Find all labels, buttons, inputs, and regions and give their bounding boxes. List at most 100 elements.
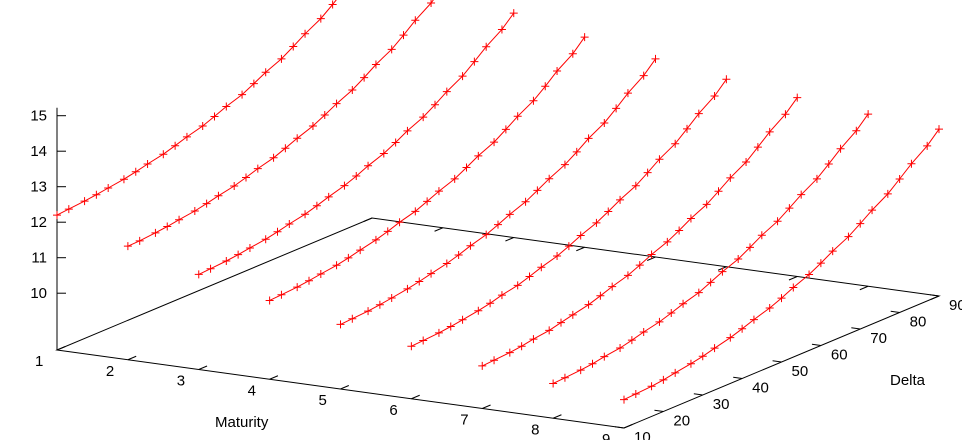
data-point-marker <box>718 267 727 276</box>
data-point-marker <box>568 49 577 58</box>
data-point-marker <box>269 153 278 162</box>
data-point-marker <box>434 187 443 196</box>
maturity-tick <box>482 404 491 409</box>
data-point-marker <box>387 293 396 302</box>
maturity-back-tick <box>434 227 444 232</box>
data-point-marker <box>698 352 707 361</box>
delta-tick-label: 40 <box>752 380 769 397</box>
delta-tick <box>930 294 940 297</box>
data-point-marker <box>356 246 365 255</box>
maturity-tick-label: 5 <box>319 392 327 409</box>
data-point-marker <box>364 307 373 316</box>
data-point-marker <box>423 197 432 206</box>
maturity-back-tick <box>576 246 585 252</box>
data-point-marker <box>545 174 554 183</box>
data-point-marker <box>379 149 388 158</box>
data-point-marker <box>828 247 837 256</box>
data-point-marker <box>494 220 502 229</box>
maturity-tick <box>269 375 279 380</box>
maturity-tick <box>127 355 137 361</box>
data-point-marker <box>714 187 723 196</box>
delta-tick <box>811 343 821 346</box>
data-point-marker <box>667 309 676 318</box>
value-tick-label: 14 <box>30 143 47 160</box>
data-point-marker <box>336 320 345 329</box>
data-point-marker <box>883 189 892 198</box>
data-point-marker <box>427 0 436 8</box>
data-point-marker <box>383 227 392 236</box>
data-point-marker <box>923 141 932 150</box>
data-point-marker <box>742 157 751 166</box>
data-point-marker <box>836 144 845 153</box>
data-point-marker <box>620 395 628 404</box>
data-point-marker <box>635 261 644 270</box>
data-point-marker <box>348 314 357 323</box>
data-point-marker <box>482 42 491 51</box>
data-point-marker <box>604 207 613 216</box>
maturity-back-tick <box>788 276 798 281</box>
data-point-marker <box>163 222 172 231</box>
data-point-marker <box>895 175 904 184</box>
delta-tick-label: 30 <box>713 396 730 413</box>
data-point-marker <box>793 93 802 102</box>
delta-tick-label: 70 <box>870 330 887 347</box>
data-point-marker <box>722 75 731 84</box>
data-point-marker <box>529 335 538 344</box>
data-point-marker <box>521 197 530 206</box>
maturity-tick-label: 3 <box>177 373 185 390</box>
delta-tick <box>890 310 900 313</box>
data-point-marker <box>171 141 180 150</box>
data-point-marker <box>805 270 814 279</box>
data-point-marker <box>411 207 420 216</box>
maturity-tick-label: 9 <box>602 431 610 440</box>
data-point-marker <box>92 190 101 199</box>
data-point-marker <box>596 291 605 300</box>
maturity-tick-label: 8 <box>531 421 539 438</box>
data-point-marker <box>753 143 762 152</box>
data-point-marker <box>446 322 455 331</box>
data-point-marker <box>584 300 593 309</box>
data-point-marker <box>399 31 408 40</box>
value-tick-label: 10 <box>30 285 47 302</box>
data-point-marker <box>371 235 380 244</box>
series-line-maturity-9 <box>623 128 940 401</box>
data-point-marker <box>328 0 337 9</box>
data-point-marker <box>198 122 207 131</box>
data-point-marker <box>694 109 703 118</box>
data-point-marker <box>576 366 585 375</box>
maturity-tick <box>56 346 66 351</box>
data-point-marker <box>289 42 298 51</box>
value-tick-label: 15 <box>30 108 47 125</box>
data-point-marker <box>816 259 825 268</box>
data-point-marker <box>686 214 695 223</box>
data-point-marker <box>765 127 774 136</box>
data-point-marker <box>64 205 73 214</box>
data-point-marker <box>316 270 325 279</box>
data-point-marker <box>482 230 491 239</box>
data-point-marker <box>348 85 357 94</box>
data-point-marker <box>553 252 562 261</box>
delta-tick-label: 20 <box>673 413 690 430</box>
data-point-marker <box>907 159 916 168</box>
data-point-marker <box>332 261 341 270</box>
data-point-marker <box>560 373 569 382</box>
data-point-marker <box>564 242 573 251</box>
data-point-marker <box>462 163 471 172</box>
data-point-marker <box>316 14 325 23</box>
data-point-marker <box>143 160 152 169</box>
data-point-marker <box>588 359 597 368</box>
delta-axis: 10 20 30 40 50 60 70 80 90 <box>615 294 962 440</box>
data-point-marker <box>643 168 652 177</box>
data-point-marker <box>694 288 703 297</box>
data-point-marker <box>474 151 483 160</box>
data-point-marker <box>525 272 534 281</box>
data-point-marker <box>332 99 341 108</box>
data-point-marker <box>773 217 782 226</box>
data-point-marker <box>560 160 569 169</box>
data-point-marker <box>497 25 506 34</box>
series-line-maturity-7 <box>482 97 798 367</box>
data-point-marker <box>375 300 384 309</box>
data-point-marker <box>182 132 191 141</box>
data-point-marker <box>856 219 865 228</box>
